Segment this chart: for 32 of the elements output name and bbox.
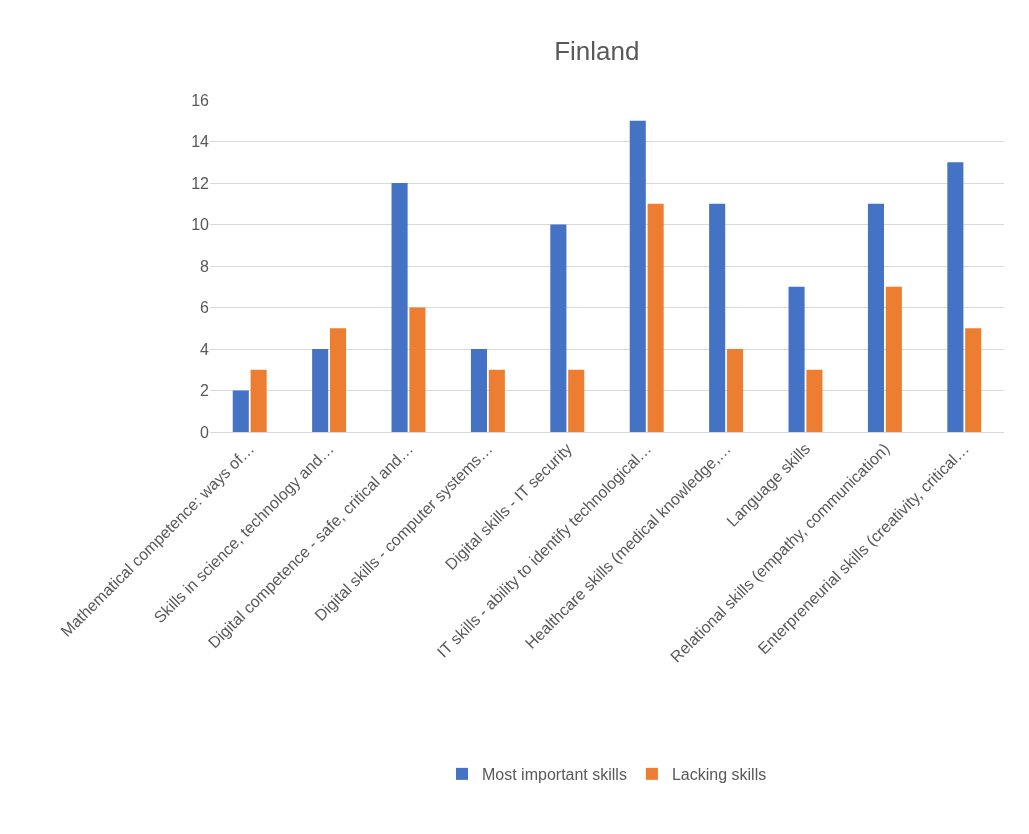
y-tick-label: 14 [191, 133, 210, 151]
bar [329, 328, 347, 432]
bar [568, 369, 585, 432]
y-tick-label: 10 [191, 216, 210, 234]
bar [947, 162, 964, 432]
bar [250, 369, 267, 432]
bar [629, 120, 646, 432]
bar [885, 286, 902, 432]
chart-title: Finland [554, 35, 640, 66]
bar [867, 203, 885, 432]
bar [409, 307, 426, 432]
bar [709, 203, 726, 432]
y-tick-label: 0 [200, 423, 210, 441]
bar [647, 203, 664, 432]
y-tick-label: 4 [200, 340, 210, 358]
bar [550, 224, 567, 432]
y-tick-label: 8 [200, 257, 210, 275]
y-tick-label: 6 [200, 299, 210, 317]
bar [488, 369, 505, 432]
bar [232, 390, 249, 432]
bar [470, 349, 488, 432]
bar [391, 183, 408, 432]
bar [806, 369, 823, 432]
legend-label: Most important skills [482, 766, 627, 784]
bar [965, 328, 982, 432]
bar [788, 286, 805, 432]
legend-label: Lacking skills [671, 766, 767, 784]
bar [312, 349, 329, 432]
bar [726, 349, 744, 432]
y-tick-label: 16 [191, 91, 210, 109]
y-tick-label: 12 [191, 174, 210, 192]
y-tick-label: 2 [200, 382, 210, 400]
